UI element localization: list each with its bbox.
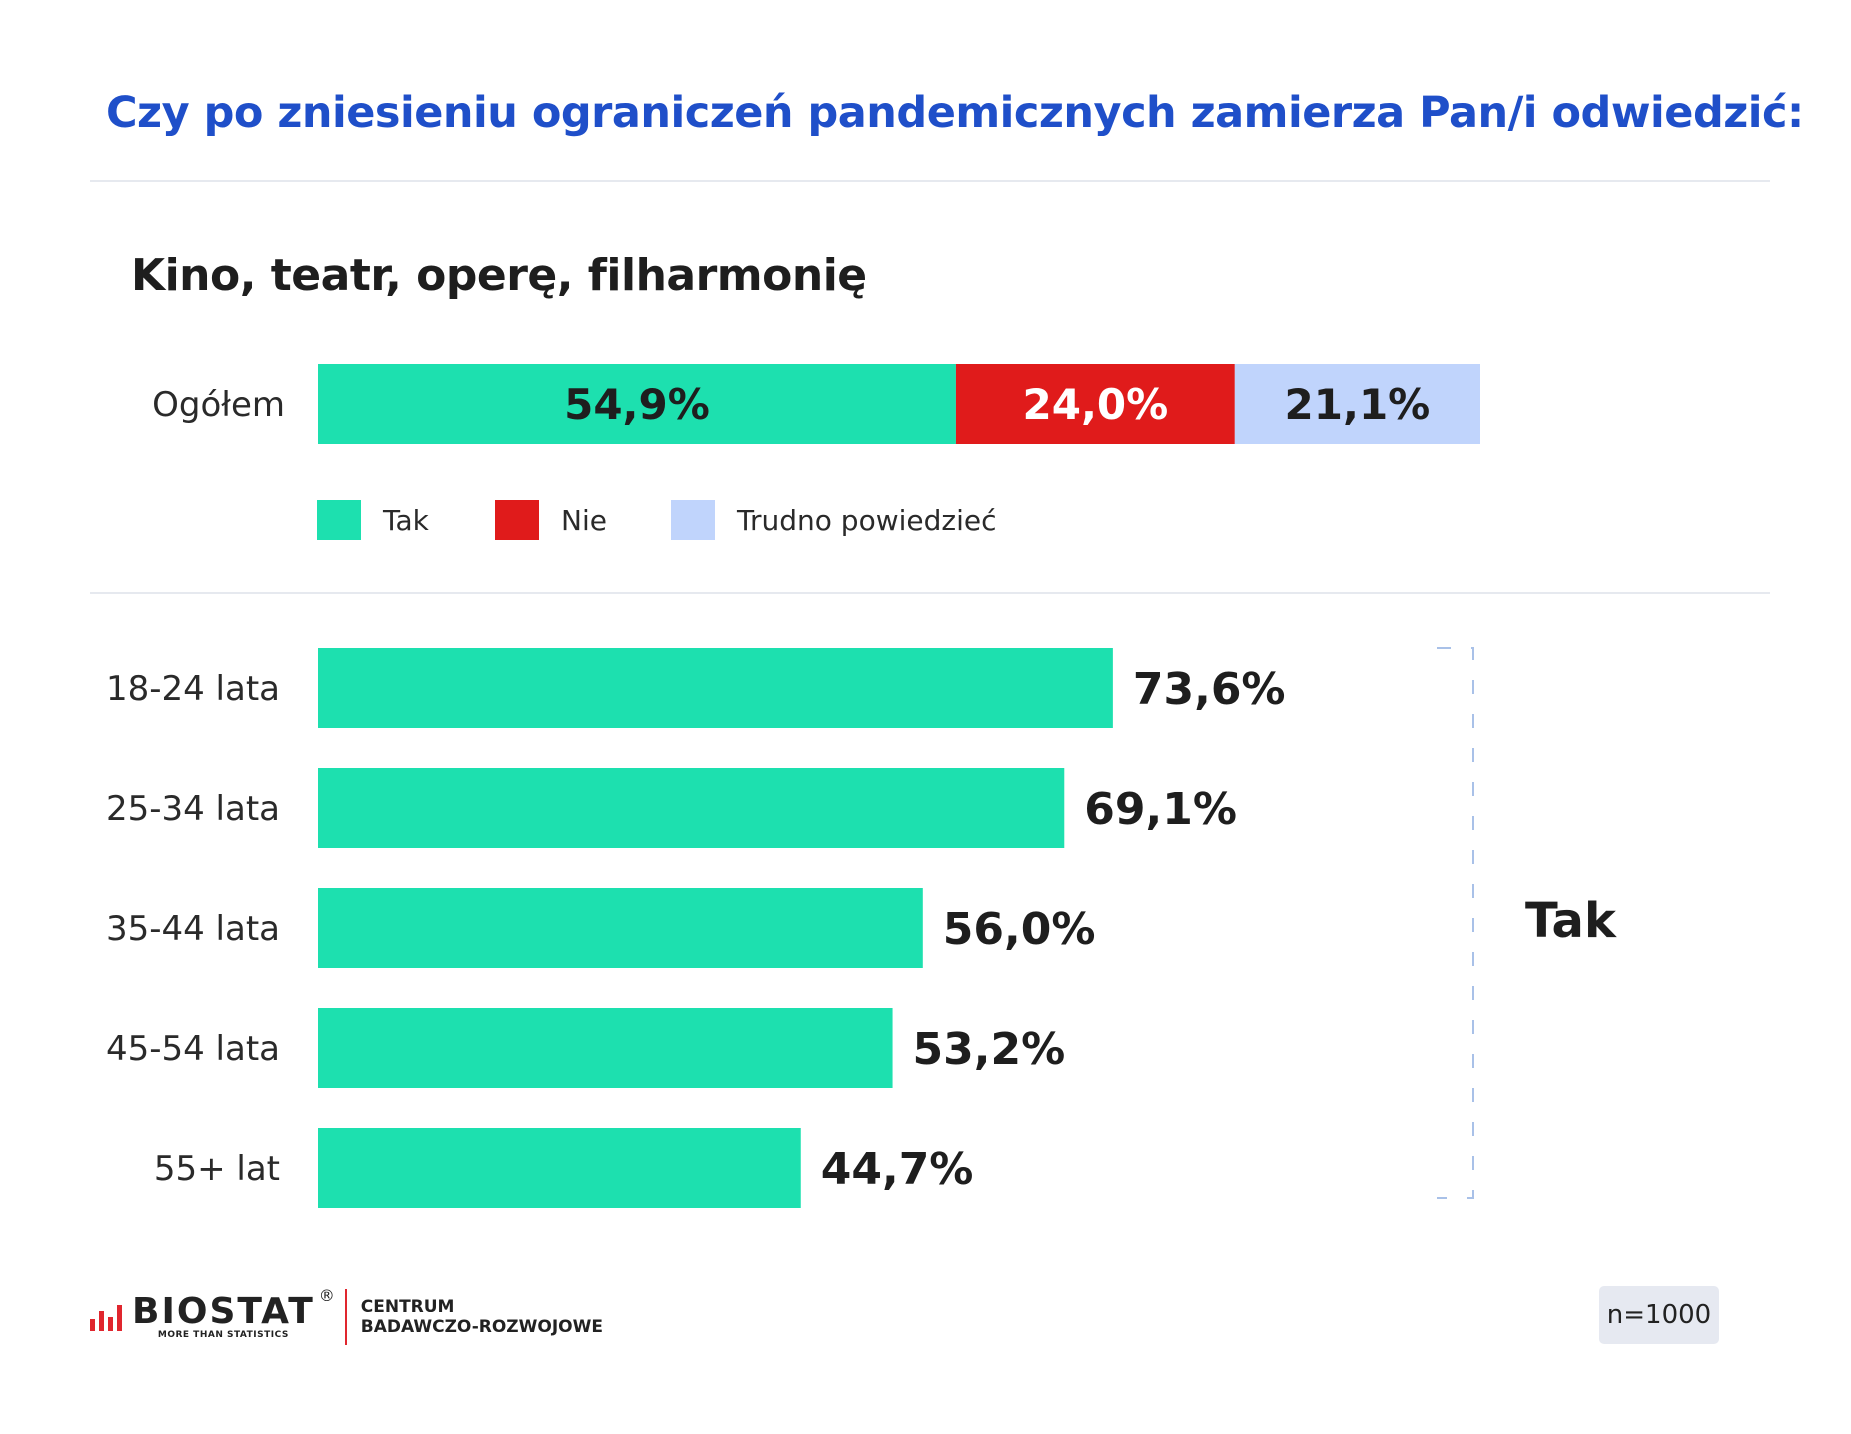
chart-title: Czy po zniesieniu ograniczeń pandemiczny… [106,88,1804,138]
legend-swatch-trudno [671,500,715,540]
category-label-0: 18-24 lata [106,669,280,709]
logo-tagline: MORE THAN STATISTICS [157,1330,289,1340]
logo-sub-line2: BADAWCZO-ROZWOJOWE [360,1317,603,1337]
logo-separator [344,1289,347,1345]
divider-top [90,180,1770,182]
bar-value-label-1: 69,1% [1084,784,1237,835]
legend-label-trudno: Trudno powiedzieć [737,503,997,537]
bar-0 [318,648,1113,728]
bar-value-label-4: 44,7% [821,1144,974,1195]
legend-swatch-nie [495,500,539,540]
bracket-label: Tak [1525,893,1617,949]
biostat-logo: BIOSTAT MORE THAN STATISTICS ® CENTRUM B… [90,1282,603,1352]
logo-text: BIOSTAT MORE THAN STATISTICS ® [132,1286,335,1340]
category-label-ogolem: Ogółem [152,385,285,425]
legend-label-tak: Tak [383,503,429,537]
legend-item-nie: Nie [495,500,607,540]
sample-size-badge: n=1000 [1599,1286,1719,1344]
logo-subtitle: CENTRUM BADAWCZO-ROZWOJOWE [361,1297,603,1337]
stacked-segment-2 [1234,364,1480,444]
legend-swatch-tak [317,500,361,540]
stacked-segment-label-1: 24,0% [1023,380,1169,429]
bar-value-label-0: 73,6% [1133,664,1286,715]
stacked-segment-1 [955,364,1235,444]
category-label-2: 35-44 lata [106,909,280,949]
bracket-dashed [1437,647,1474,1199]
divider-middle [90,592,1770,594]
bar-value-label-3: 53,2% [913,1024,1066,1075]
bar-3 [318,1008,893,1088]
stacked-segment-label-0: 54,9% [564,380,710,429]
legend-item-trudno: Trudno powiedzieć [671,500,996,540]
category-label-3: 45-54 lata [106,1029,280,1069]
bar-value-label-2: 56,0% [943,904,1096,955]
logo-bars-icon [90,1303,122,1331]
logo-sub-line1: CENTRUM [360,1297,455,1317]
bar-2 [318,888,923,968]
category-label-4: 55+ lat [154,1149,280,1189]
stacked-segment-0 [318,364,956,444]
chart-subtitle: Kino, teatr, operę, filharmonię [131,250,867,301]
legend-item-tak: Tak [317,500,429,540]
stacked-segment-label-2: 21,1% [1285,380,1431,429]
legend-label-nie: Nie [561,503,607,537]
logo-word: BIOSTAT [132,1291,315,1332]
bar-4 [318,1128,801,1208]
logo-registered: ® [318,1286,335,1305]
category-label-1: 25-34 lata [106,789,280,829]
bar-1 [318,768,1065,848]
